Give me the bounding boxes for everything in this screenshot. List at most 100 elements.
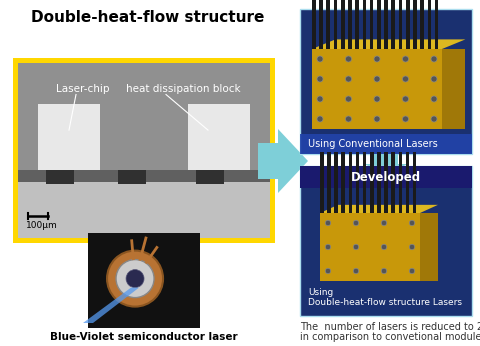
Bar [413,152,417,213]
Bar [88,233,200,328]
Bar [300,166,472,316]
Circle shape [325,268,331,274]
Circle shape [409,220,415,226]
Circle shape [409,268,415,274]
Text: in comparison to convetional module: in comparison to convetional module [300,332,480,342]
Circle shape [325,244,331,250]
Bar [188,103,250,170]
Circle shape [431,116,437,122]
Bar [196,170,224,184]
Bar [312,0,316,49]
Bar [377,152,381,213]
Text: Developed: Developed [351,171,421,183]
Circle shape [317,76,323,82]
Bar [406,152,409,213]
Bar [384,152,388,213]
Text: 100μm: 100μm [26,221,58,230]
Circle shape [116,260,154,298]
Bar [341,0,345,49]
Text: Double-heat-flow structure: Double-heat-flow structure [31,10,264,25]
Bar [362,0,366,49]
Polygon shape [258,129,308,193]
Bar [406,0,409,49]
Bar [391,152,395,213]
Circle shape [381,268,387,274]
Circle shape [431,76,437,82]
Bar [420,0,424,49]
Bar [442,49,466,129]
Bar [355,0,359,49]
Bar [18,182,270,238]
Text: Blue-Violet semiconductor laser: Blue-Violet semiconductor laser [50,332,238,342]
Polygon shape [364,154,408,174]
Circle shape [325,220,331,226]
Polygon shape [312,39,466,49]
Bar [319,0,323,49]
Circle shape [431,96,437,102]
Bar [392,0,395,49]
Bar [398,152,402,213]
Bar [370,0,373,49]
Circle shape [317,96,323,102]
Bar [348,152,352,213]
Circle shape [431,56,437,62]
Circle shape [403,96,408,102]
Bar [300,134,472,154]
Polygon shape [116,244,180,282]
Circle shape [346,76,351,82]
Bar [320,213,420,281]
Bar [300,9,472,154]
Circle shape [403,56,408,62]
Text: The  number of lasers is reduced to 2/3: The number of lasers is reduced to 2/3 [300,322,480,332]
Text: heat dissipation block: heat dissipation block [126,84,240,94]
Circle shape [353,244,359,250]
Bar [18,170,270,182]
Circle shape [353,220,359,226]
Circle shape [374,76,380,82]
Bar [399,0,402,49]
Bar [363,152,366,213]
Bar [326,0,330,49]
Bar [356,152,360,213]
Circle shape [381,220,387,226]
Bar [334,0,337,49]
Circle shape [317,56,323,62]
Bar [300,166,472,188]
Circle shape [403,76,408,82]
Circle shape [409,244,415,250]
Bar [413,0,417,49]
Circle shape [346,56,351,62]
Polygon shape [320,205,438,213]
Polygon shape [83,288,139,323]
Circle shape [346,116,351,122]
Bar [384,0,388,49]
Bar [38,103,100,170]
Text: Using Conventional Lasers: Using Conventional Lasers [308,139,438,149]
Bar [435,0,438,49]
Bar [13,58,275,243]
Circle shape [403,116,408,122]
Circle shape [374,56,380,62]
Bar [46,170,74,184]
Circle shape [107,251,163,307]
Bar [370,152,373,213]
Bar [428,0,431,49]
Bar [348,0,352,49]
Bar [341,152,345,213]
Circle shape [374,96,380,102]
Bar [377,0,381,49]
Text: Using: Using [308,288,333,297]
Bar [334,152,338,213]
Bar [420,213,438,281]
Circle shape [353,268,359,274]
Circle shape [126,270,144,288]
Text: Double-heat-flow structure Lasers: Double-heat-flow structure Lasers [308,298,462,307]
Bar [118,170,146,184]
Text: Laser-chip: Laser-chip [56,84,109,94]
Circle shape [381,244,387,250]
Circle shape [317,116,323,122]
Bar [327,152,331,213]
Bar [312,49,442,129]
Circle shape [346,96,351,102]
Bar [320,152,324,213]
